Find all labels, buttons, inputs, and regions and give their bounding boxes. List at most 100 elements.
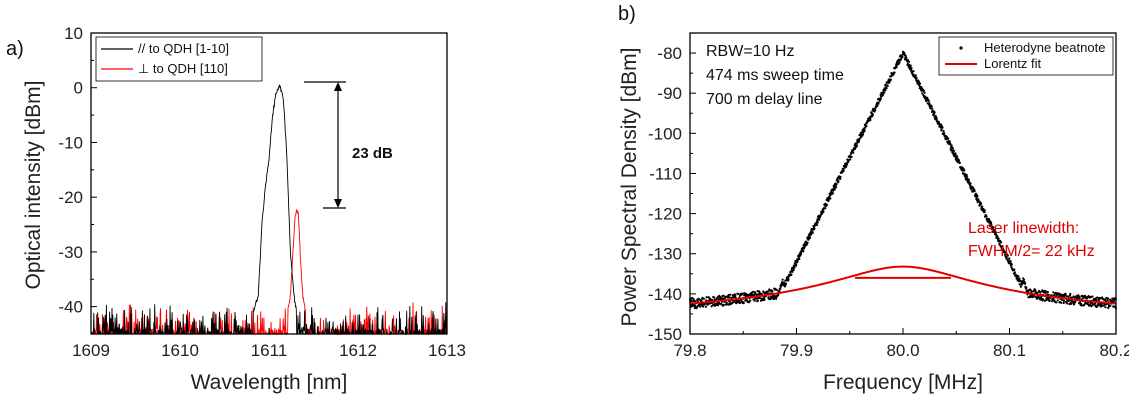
beatnote-point (1039, 290, 1042, 294)
beatnote-point (926, 97, 929, 100)
panel-a: a) 1609 1610 1611 1612 1613 -40 -30 -20 -10 0 10 W… (6, 24, 466, 394)
beatnote-point (877, 101, 880, 104)
beatnote-point (1109, 304, 1112, 307)
panel-b-legend-box (938, 36, 1114, 76)
beatnote-point (727, 293, 730, 297)
panel-a-xtick-label: 1609 (72, 341, 110, 360)
panel-b-ytick-label: -80 (657, 44, 682, 63)
beatnote-point (992, 226, 995, 229)
beatnote-point (783, 281, 786, 284)
beatnote-point (771, 290, 774, 293)
linewidth-note-line2: FWHM/2= 22 kHz (968, 243, 1095, 260)
beatnote-point (963, 169, 966, 172)
panel-a-ytick-label: -10 (58, 133, 83, 152)
beatnote-point (918, 82, 922, 85)
beatnote-point (923, 91, 926, 94)
beatnote-point (1088, 303, 1091, 307)
panel-b: b) 79.8 79.9 80.0 80.1 80.2 -150 -140 -130 -120 -… (618, 3, 1129, 394)
beatnote-point (912, 70, 915, 73)
beatnote-point (1064, 293, 1067, 296)
beatnote-point (901, 55, 904, 58)
panel-b-ticks: 79.8 79.9 80.0 80.1 80.2 -150 -140 -130 -120 -110… (648, 44, 1129, 360)
beatnote-point (909, 64, 912, 67)
panel-b-xtick-label: 79.8 (673, 341, 706, 360)
beatnote-point (834, 186, 838, 189)
beatnote-point (1069, 292, 1072, 296)
beatnote-point (839, 177, 842, 180)
beatnote-point (1070, 302, 1073, 305)
beatnote-point (865, 125, 868, 128)
beatnote-point (813, 227, 816, 230)
beatnote-point (940, 128, 943, 131)
beatnote-point (917, 80, 921, 83)
panel-a-label: a) (6, 38, 24, 60)
beatnote-point (1096, 304, 1099, 307)
beatnote-point (832, 189, 835, 192)
beatnote-point (804, 240, 808, 243)
beatnote-point (769, 297, 773, 300)
beatnote-point (898, 61, 901, 64)
beatnote-point (779, 287, 782, 290)
beatnote-point (1017, 275, 1020, 278)
beatnote-point (1045, 290, 1048, 293)
beatnote-point (694, 305, 697, 308)
panel-b-xtick-label: 79.9 (780, 341, 813, 360)
beatnote-point (738, 299, 741, 302)
beatnote-point (1005, 251, 1008, 254)
beatnote-point (849, 158, 852, 161)
legend-entry-beatnote: Heterodyne beatnote (984, 40, 1105, 55)
panel-b-legend: Heterodyne beatnote Lorentz fit (938, 36, 1114, 76)
beatnote-point (937, 120, 940, 123)
beatnote-point (930, 105, 933, 108)
beatnote-point (1019, 285, 1023, 288)
beatnote-point (852, 151, 855, 154)
beatnote-point (1091, 295, 1094, 298)
beatnote-point (831, 192, 835, 195)
panel-b-ytick-label: -90 (657, 84, 682, 103)
beatnote-point (692, 298, 695, 301)
beatnote-point (953, 149, 956, 152)
beatnote-point (942, 130, 945, 133)
beatnote-point (921, 92, 924, 95)
beatnote-point (777, 293, 780, 296)
beatnote-point (1096, 296, 1099, 299)
beatnote-point (839, 175, 842, 178)
beatnote-point (988, 224, 992, 227)
beatnote-point (1041, 298, 1045, 301)
beatnote-point (751, 290, 755, 293)
beatnote-point (1106, 297, 1110, 300)
linewidth-note-line1: Laser linewidth: (968, 220, 1079, 237)
beatnote-point (943, 132, 946, 135)
beatnote-point (811, 231, 814, 235)
beatnote-point (835, 183, 838, 186)
beatnote-point (763, 298, 766, 301)
beatnote-point (1099, 297, 1102, 300)
beatnote-point (1077, 294, 1080, 297)
beatnote-point (910, 67, 913, 70)
panel-b-xtick-label: 80.2 (1099, 341, 1129, 360)
beatnote-point (749, 299, 752, 302)
beatnote-point (932, 114, 935, 117)
beatnote-point (755, 297, 758, 300)
beatnote-point (935, 117, 938, 120)
beatnote-point (976, 195, 979, 198)
beatnote-point (1025, 286, 1028, 289)
beatnote-point (824, 207, 827, 210)
beatnote-point (1062, 301, 1065, 305)
panel-b-linewidth-note: Laser linewidth: FWHM/2= 22 kHz (968, 220, 1095, 260)
beatnote-point (990, 223, 993, 226)
beatnote-point (1062, 299, 1066, 302)
beatnote-point (1106, 299, 1109, 302)
beatnote-point (1035, 297, 1039, 300)
beatnote-point (988, 218, 991, 221)
beatnote-point (1013, 268, 1016, 271)
beatnote-point (885, 87, 888, 90)
beatnote-point (691, 300, 694, 303)
panel-a-ytick-label: -20 (58, 188, 83, 207)
beatnote-point (925, 100, 928, 103)
beatnote-point (842, 169, 845, 172)
beatnote-point (876, 104, 879, 107)
textbox-rbw: RBW=10 Hz (706, 43, 794, 60)
beatnote-point (1059, 293, 1062, 296)
